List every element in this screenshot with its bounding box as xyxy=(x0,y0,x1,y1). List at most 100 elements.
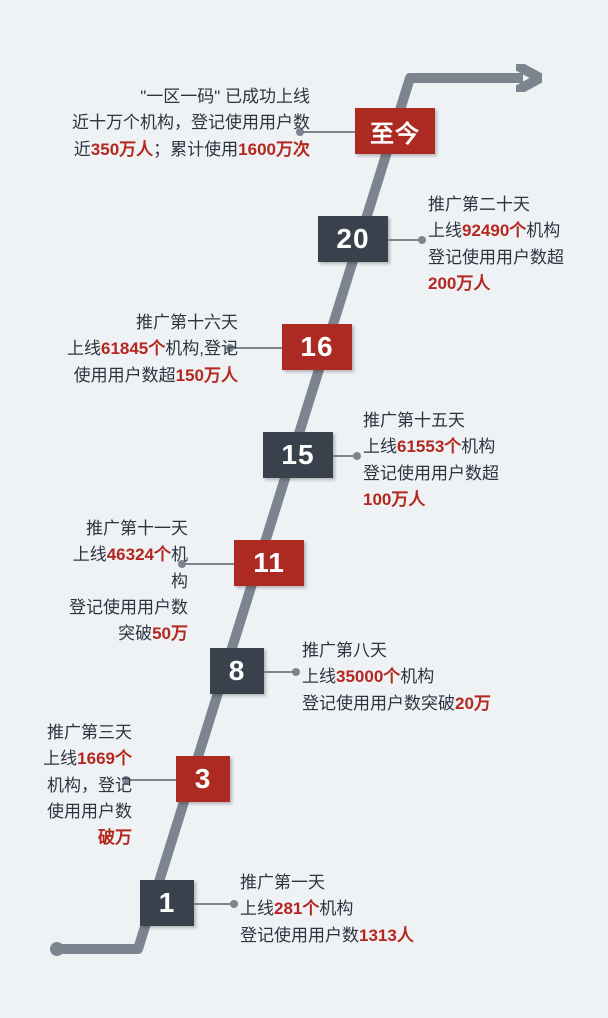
highlight-text: 1600万次 xyxy=(238,140,310,159)
timeline-node-d16: 16 xyxy=(282,324,352,370)
timeline-node-d8: 8 xyxy=(210,648,264,694)
highlight-text: 20万 xyxy=(455,694,491,713)
connector xyxy=(182,563,234,565)
highlight-text: 350万人 xyxy=(91,140,153,159)
text-line: 上线61553个机构 xyxy=(363,434,533,460)
plain-text: 近十万个机构，登记使用用户数 xyxy=(72,113,310,132)
plain-text: 上线 xyxy=(67,339,101,358)
text-line: 推广第一天 xyxy=(240,870,470,896)
plain-text: 上线 xyxy=(240,899,274,918)
plain-text: 机构 xyxy=(461,437,495,456)
text-line: 使用用户数 xyxy=(32,799,132,825)
plain-text: 机构 xyxy=(319,899,353,918)
node-label: 1 xyxy=(159,887,176,919)
text-line: 突破50万 xyxy=(58,621,188,647)
text-line: 登记使用用户数突破20万 xyxy=(302,691,522,717)
plain-text: 上线 xyxy=(363,437,397,456)
node-label: 8 xyxy=(229,655,246,687)
text-line: 上线46324个机构 xyxy=(58,542,188,595)
node-label: 至今 xyxy=(370,114,420,149)
timeline-node-d3: 3 xyxy=(176,756,230,802)
text-line: 近十万个机构，登记使用用户数 xyxy=(64,110,310,136)
highlight-text: 61553个 xyxy=(397,437,461,456)
plain-text: 推广第三天 xyxy=(47,723,132,742)
plain-text: 机构，登记 xyxy=(47,776,132,795)
connector xyxy=(264,671,296,673)
text-line: 上线1669个 xyxy=(32,746,132,772)
text-line: 登记使用用户数 xyxy=(58,595,188,621)
plain-text: 突破 xyxy=(118,624,152,643)
plain-text: 近 xyxy=(74,140,91,159)
node-label: 11 xyxy=(253,547,285,579)
text-line: 推广第十六天 xyxy=(48,310,238,336)
connector xyxy=(388,239,422,241)
plain-text: 上线 xyxy=(302,667,336,686)
plain-text: 机构 xyxy=(171,545,188,590)
plain-text: 推广第十五天 xyxy=(363,411,465,430)
text-line: 登记使用用户数超 xyxy=(363,461,533,487)
text-line: "一区一码" 已成功上线 xyxy=(64,84,310,110)
highlight-text: 100万人 xyxy=(363,490,425,509)
text-line: 上线281个机构 xyxy=(240,896,470,922)
highlight-text: 150万人 xyxy=(176,366,238,385)
highlight-text: 1313人 xyxy=(359,926,414,945)
plain-text: 使用用户数超 xyxy=(74,366,176,385)
connector xyxy=(333,455,357,457)
timeline-text-d20: 推广第二十天上线92490个机构登记使用用户数超200万人 xyxy=(428,192,598,297)
timeline-node-d20: 20 xyxy=(318,216,388,262)
plain-text: "一区一码" 已成功上线 xyxy=(140,87,310,106)
timeline-text-d1: 推广第一天上线281个机构登记使用用户数1313人 xyxy=(240,870,470,949)
highlight-text: 61845个 xyxy=(101,339,165,358)
timeline-infographic: 至今 "一区一码" 已成功上线近十万个机构，登记使用用户数近350万人；累计使用1… xyxy=(0,0,608,1018)
timeline-text-d16: 推广第十六天上线61845个机构,登记使用用户数超150万人 xyxy=(48,310,238,389)
plain-text: 机构 xyxy=(526,221,560,240)
highlight-text: 281个 xyxy=(274,899,319,918)
plain-text: 机构 xyxy=(400,667,434,686)
plain-text: 推广第二十天 xyxy=(428,195,530,214)
plain-text: 使用用户数 xyxy=(47,802,132,821)
highlight-text: 破万 xyxy=(98,828,132,847)
timeline-text-d15: 推广第十五天上线61553个机构登记使用用户数超100万人 xyxy=(363,408,533,513)
text-line: 推广第十一天 xyxy=(58,516,188,542)
plain-text: 推广第八天 xyxy=(302,641,387,660)
timeline-text-d3: 推广第三天上线1669个机构，登记使用用户数破万 xyxy=(32,720,132,852)
connector xyxy=(126,779,176,781)
plain-text: 登记使用用户数突破 xyxy=(302,694,455,713)
text-line: 破万 xyxy=(32,825,132,851)
text-line: 推广第十五天 xyxy=(363,408,533,434)
plain-text: 登记使用用户数 xyxy=(240,926,359,945)
highlight-text: 35000个 xyxy=(336,667,400,686)
timeline-text-d11: 推广第十一天上线46324个机构登记使用用户数突破50万 xyxy=(58,516,188,648)
text-line: 使用用户数超150万人 xyxy=(48,363,238,389)
connector xyxy=(194,903,234,905)
highlight-text: 92490个 xyxy=(462,221,526,240)
timeline-text-d8: 推广第八天上线35000个机构登记使用用户数突破20万 xyxy=(302,638,522,717)
plain-text: 上线 xyxy=(73,545,107,564)
highlight-text: 46324个 xyxy=(107,545,171,564)
plain-text: 上线 xyxy=(428,221,462,240)
timeline-node-d11: 11 xyxy=(234,540,304,586)
arrow-head-icon xyxy=(516,64,542,92)
text-line: 100万人 xyxy=(363,487,533,513)
node-label: 15 xyxy=(281,439,314,471)
timeline-text-now: "一区一码" 已成功上线近十万个机构，登记使用用户数近350万人；累计使用160… xyxy=(64,84,310,163)
plain-text: 上线 xyxy=(43,749,77,768)
text-line: 200万人 xyxy=(428,271,598,297)
plain-text: 推广第十一天 xyxy=(86,519,188,538)
node-label: 16 xyxy=(300,331,333,363)
text-line: 近350万人；累计使用1600万次 xyxy=(64,137,310,163)
highlight-text: 1669个 xyxy=(77,749,132,768)
text-line: 推广第二十天 xyxy=(428,192,598,218)
text-line: 推广第八天 xyxy=(302,638,522,664)
text-line: 机构，登记 xyxy=(32,773,132,799)
plain-text: 登记使用用户数超 xyxy=(428,248,564,267)
text-line: 登记使用用户数1313人 xyxy=(240,923,470,949)
text-line: 推广第三天 xyxy=(32,720,132,746)
plain-text: 登记使用用户数超 xyxy=(363,464,499,483)
text-line: 登记使用用户数超 xyxy=(428,245,598,271)
plain-text: 登记使用用户数 xyxy=(69,598,188,617)
timeline-node-d1: 1 xyxy=(140,880,194,926)
text-line: 上线61845个机构,登记 xyxy=(48,336,238,362)
text-line: 上线92490个机构 xyxy=(428,218,598,244)
highlight-text: 200万人 xyxy=(428,274,490,293)
